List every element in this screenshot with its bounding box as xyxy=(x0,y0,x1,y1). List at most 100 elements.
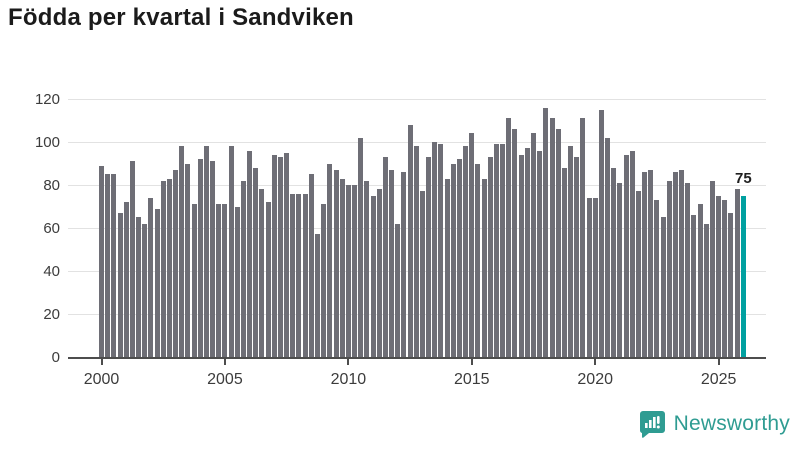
bar-2004-Q1 xyxy=(197,159,203,357)
bar-2002-Q2 xyxy=(154,208,160,357)
bar-2019-Q2 xyxy=(574,157,580,357)
bar-2017-Q1 xyxy=(518,154,524,357)
bar-2006-Q1 xyxy=(247,150,253,357)
bar-2025-Q2 xyxy=(722,200,728,357)
bar-2009-Q4 xyxy=(339,178,345,357)
bar-2012-Q4 xyxy=(413,146,419,357)
bar-2018-Q2 xyxy=(549,118,555,357)
bar-2026-Q1-highlighted xyxy=(740,195,746,357)
bar-2017-Q2 xyxy=(524,148,530,357)
bar-2002-Q1 xyxy=(148,197,154,357)
bar-2005-Q4 xyxy=(240,180,246,357)
x-axis-tick-2000 xyxy=(100,359,103,365)
bar-2023-Q1 xyxy=(666,180,672,357)
bar-2014-Q2 xyxy=(450,163,456,357)
bar-2014-Q1 xyxy=(444,178,450,357)
bar-2011-Q1 xyxy=(370,195,376,357)
bar-2002-Q3 xyxy=(160,180,166,357)
bar-2009-Q2 xyxy=(327,163,333,357)
bar-2000-Q1 xyxy=(99,165,104,357)
bar-2025-Q3 xyxy=(728,212,734,357)
bar-2023-Q4 xyxy=(685,182,691,357)
x-axis-tick-label-2015: 2015 xyxy=(453,371,490,388)
bar-2021-Q3 xyxy=(629,150,635,357)
y-axis-tick-label: 80 xyxy=(43,176,60,194)
bar-2004-Q4 xyxy=(216,204,222,357)
bar-2022-Q1 xyxy=(642,172,648,357)
gridline-y-100 xyxy=(68,142,766,143)
bar-2011-Q4 xyxy=(389,169,395,357)
bar-2001-Q1 xyxy=(123,202,129,357)
x-axis-tick-label-2010: 2010 xyxy=(330,371,367,388)
y-axis-tick-label: 0 xyxy=(51,348,60,366)
bar-2012-Q3 xyxy=(407,124,413,357)
bar-2024-Q1 xyxy=(691,215,697,357)
bar-2001-Q3 xyxy=(136,217,142,357)
bar-2016-Q1 xyxy=(493,144,499,357)
bar-2003-Q2 xyxy=(179,146,185,357)
bar-2017-Q4 xyxy=(537,150,543,357)
bar-2008-Q2 xyxy=(302,193,308,357)
x-axis-tick-2015 xyxy=(470,359,473,365)
bar-2015-Q1 xyxy=(469,133,475,357)
bar-2010-Q1 xyxy=(345,185,351,357)
bar-2016-Q3 xyxy=(506,118,512,357)
bar-2021-Q2 xyxy=(623,154,629,357)
x-axis-tick-2020 xyxy=(594,359,597,365)
x-axis-tick-label-2020: 2020 xyxy=(577,371,613,388)
bar-2016-Q4 xyxy=(512,129,518,357)
bar-2001-Q4 xyxy=(142,223,148,357)
chart-title: Födda per kvartal i Sandviken xyxy=(8,4,354,31)
bar-2017-Q3 xyxy=(531,133,536,357)
bar-2013-Q3 xyxy=(432,142,438,357)
bar-2015-Q4 xyxy=(487,157,493,357)
bar-2018-Q3 xyxy=(555,129,561,357)
x-axis-tick-label-2025: 2025 xyxy=(700,371,737,388)
bar-2003-Q3 xyxy=(185,163,191,357)
bar-2008-Q3 xyxy=(308,174,314,357)
bar-2013-Q4 xyxy=(438,144,444,357)
bar-2022-Q2 xyxy=(648,169,654,357)
bar-2008-Q1 xyxy=(296,193,302,357)
bar-2025-Q1 xyxy=(716,195,722,357)
y-axis-tick-label: 100 xyxy=(34,133,60,151)
bar-2000-Q4 xyxy=(117,212,123,357)
newsworthy-logo[interactable]: Newsworthy xyxy=(639,410,790,438)
newsworthy-speech-bubble-bar-chart-icon xyxy=(639,410,666,438)
bar-2013-Q2 xyxy=(426,157,432,357)
bar-2024-Q4 xyxy=(709,180,715,357)
x-axis-tick-2010 xyxy=(347,359,350,365)
bar-2013-Q1 xyxy=(419,191,425,357)
bar-2019-Q1 xyxy=(568,146,574,357)
bar-2023-Q3 xyxy=(679,169,685,357)
bar-2003-Q4 xyxy=(191,204,197,357)
bar-2001-Q2 xyxy=(129,161,135,357)
bar-2006-Q4 xyxy=(265,202,271,357)
bar-2020-Q4 xyxy=(611,167,617,357)
bar-2011-Q3 xyxy=(382,157,388,357)
bar-2015-Q2 xyxy=(475,163,481,357)
bar-2009-Q1 xyxy=(321,204,327,357)
bar-2005-Q1 xyxy=(222,204,228,357)
bar-2020-Q3 xyxy=(605,137,611,357)
newsworthy-logo-text: Newsworthy xyxy=(673,412,790,435)
bar-2019-Q4 xyxy=(586,197,592,357)
y-axis-tick-label: 20 xyxy=(43,305,60,323)
bar-2023-Q2 xyxy=(672,172,678,357)
bar-2005-Q2 xyxy=(228,146,234,357)
x-axis-line xyxy=(68,357,766,359)
x-axis-tick-2005 xyxy=(223,359,226,365)
bar-2012-Q1 xyxy=(395,223,401,357)
bar-2022-Q3 xyxy=(654,200,660,357)
latest-value-annotation: 75 xyxy=(734,169,752,187)
bar-2009-Q3 xyxy=(333,169,339,357)
bar-2019-Q3 xyxy=(580,118,586,357)
bar-2006-Q2 xyxy=(253,167,259,357)
bar-2024-Q2 xyxy=(697,204,703,357)
gridline-y-120 xyxy=(68,99,766,100)
x-axis-tick-2025 xyxy=(717,359,720,365)
bar-2018-Q1 xyxy=(543,107,549,357)
bar-2011-Q2 xyxy=(376,189,382,357)
